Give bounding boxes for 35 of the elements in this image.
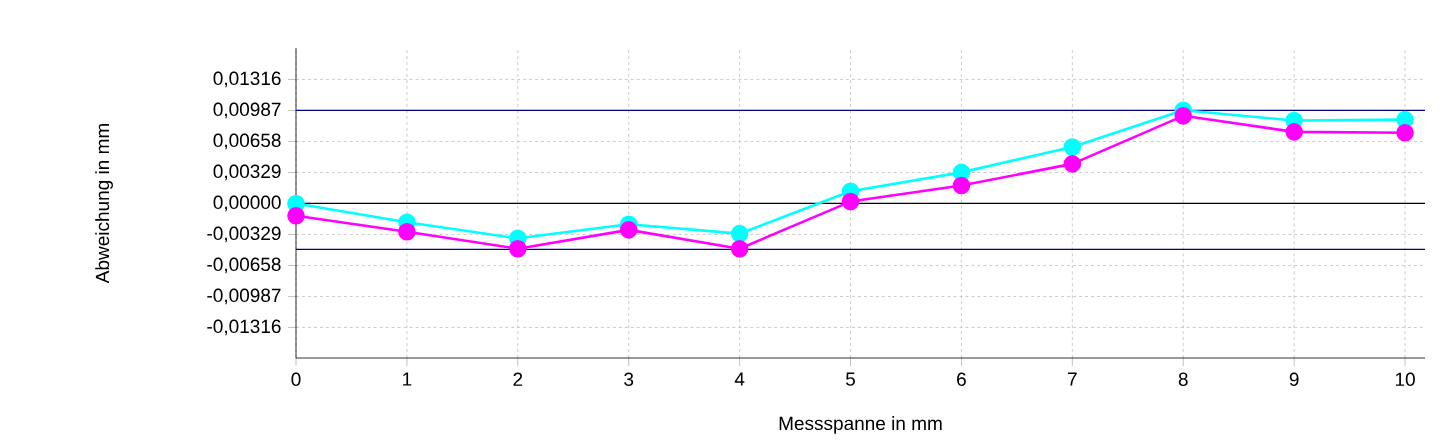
point (287, 206, 305, 225)
x-tick-label: 7 (1068, 372, 1077, 386)
x-tick-label: 9 (1289, 372, 1299, 386)
x-tick-label: 0 (291, 372, 301, 386)
x-tick-label: 1 (403, 372, 412, 386)
y-axis-title: Abweichung in mm (95, 124, 113, 284)
x-tick-label: 8 (1178, 372, 1188, 386)
y-tick-label: -0,01316 (207, 319, 281, 336)
point (1285, 123, 1303, 141)
y-tick-label: 0,00000 (213, 195, 281, 212)
x-tick-label: 2 (513, 372, 523, 386)
x-tick-label: 10 (1395, 372, 1415, 386)
point (509, 239, 527, 258)
point (952, 176, 971, 195)
y-tick-label: -0,00329 (207, 226, 281, 243)
point (619, 221, 638, 239)
y-tick-label: -0,00658 (207, 257, 281, 274)
point (730, 224, 749, 243)
x-tick-label: 6 (957, 372, 966, 386)
point (841, 192, 860, 211)
y-tick-label: 0,01316 (213, 71, 281, 88)
x-tick-label: 4 (734, 372, 745, 386)
point (730, 239, 749, 258)
point (398, 222, 416, 241)
y-tick-label: 0,00658 (213, 133, 281, 150)
x-axis-title: Messspanne in mm (779, 416, 942, 434)
point (1063, 138, 1082, 156)
x-tick-label: 3 (624, 372, 634, 386)
point (1396, 124, 1414, 142)
x-tick-label: 5 (846, 372, 856, 386)
y-tick-label: 0,00329 (213, 164, 281, 181)
y-tick-label: -0,00987 (207, 288, 281, 305)
point (1174, 107, 1193, 125)
y-tick-label: 0,00987 (213, 102, 281, 119)
point (1063, 155, 1082, 173)
